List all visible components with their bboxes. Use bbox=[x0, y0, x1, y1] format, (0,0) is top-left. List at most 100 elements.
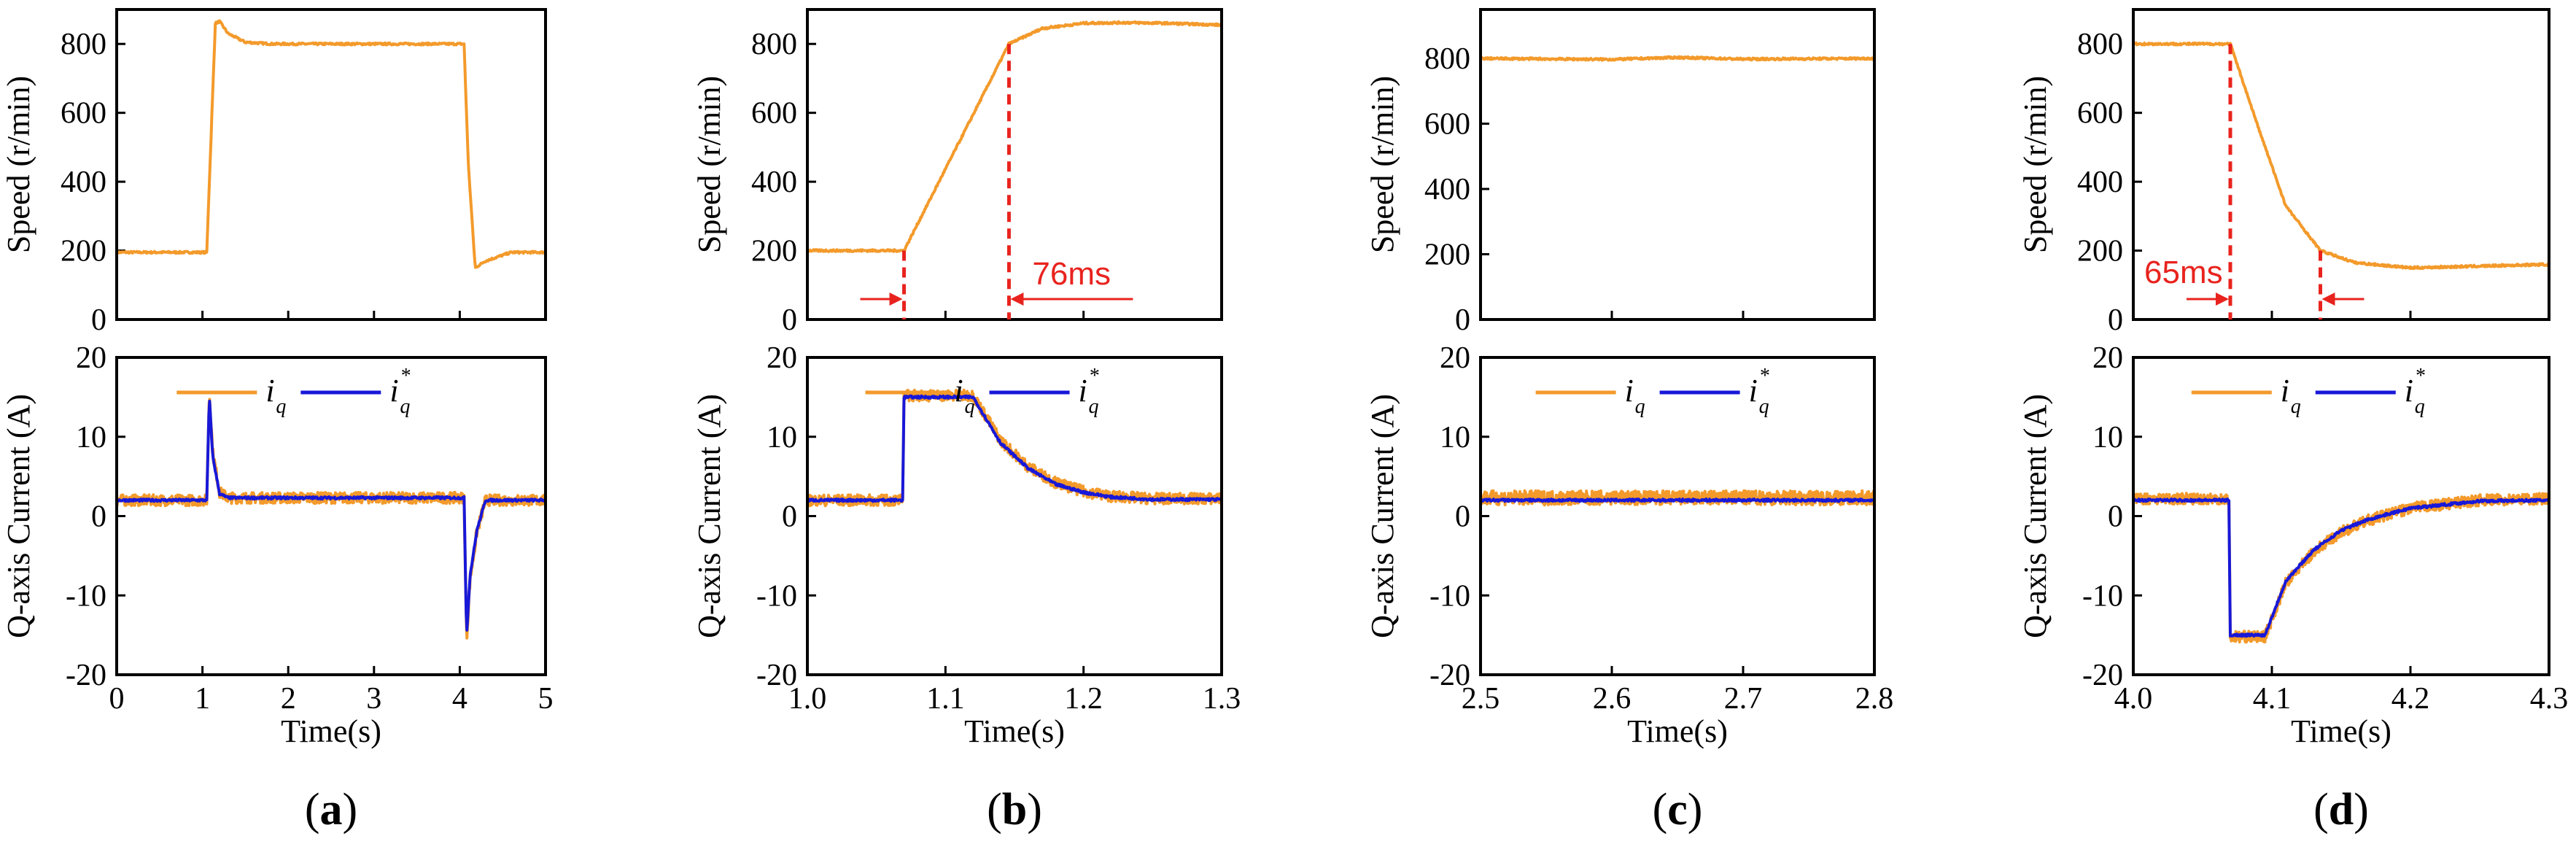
series-line-speed bbox=[2135, 41, 2548, 271]
y-tick-label: -10 bbox=[756, 579, 797, 613]
panel-label-part: d bbox=[2329, 785, 2354, 834]
y-tick-label: -10 bbox=[66, 579, 106, 613]
x-tick-label: 0 bbox=[109, 682, 125, 716]
x-tick-label: 4.0 bbox=[2114, 682, 2153, 716]
legend-label-iq-ref: i bbox=[1079, 373, 1087, 408]
y-tick-label: 200 bbox=[2077, 235, 2123, 268]
plot-frame bbox=[1479, 8, 1876, 321]
y-tick-label: 20 bbox=[2092, 341, 2123, 375]
y-axis-label: Q-axis Current (A) bbox=[691, 394, 727, 638]
x-tick-label: 1.0 bbox=[788, 682, 827, 716]
panel-label-part: c bbox=[1667, 785, 1688, 834]
legend-sub-iq-ref: q bbox=[2415, 395, 2425, 418]
timing-annotation-label: 65ms bbox=[2144, 255, 2223, 290]
chart-a-speed: 0 200 400 600 800 Speed (r/min) bbox=[1, 8, 547, 337]
panel-label-b: (b) bbox=[987, 785, 1042, 834]
legend-sub-iq-ref: q bbox=[1089, 395, 1099, 418]
panel-label-part: ( bbox=[305, 785, 320, 834]
legend-sub-iq-ref: q bbox=[1759, 395, 1769, 418]
y-tick-label: -20 bbox=[756, 659, 797, 692]
legend-label-iq-ref: i bbox=[2405, 373, 2413, 408]
y-tick-label: 0 bbox=[2108, 500, 2123, 534]
chart-b-speed: 0 200 400 600 800 Speed (r/min) 76ms bbox=[691, 8, 1223, 337]
x-tick-label: 2.6 bbox=[1593, 682, 1632, 716]
legend-sub-iq: q bbox=[965, 395, 975, 418]
panel-label-d: (d) bbox=[2313, 785, 2369, 834]
legend-label-iq-ref: i bbox=[389, 373, 398, 408]
legend-sup-iq-ref: * bbox=[400, 365, 410, 387]
y-tick-label: 0 bbox=[1455, 500, 1470, 534]
timing-arrow-left-head bbox=[2216, 293, 2229, 306]
chart-a-current: -20 -10 0 10 20 0 1 2 3 4 5 Q-axis Current (A) Time(… bbox=[1, 341, 554, 749]
legend-label-iq: i bbox=[1625, 373, 1634, 408]
y-tick-label: -20 bbox=[1429, 659, 1470, 692]
y-tick-label: 200 bbox=[61, 235, 106, 268]
x-tick-label: 4.3 bbox=[2530, 682, 2569, 716]
chart-b-current: -20 -10 0 10 20 1.0 1.1 1.2 1.3 Q-axis Current (A… bbox=[691, 341, 1241, 749]
y-tick-label: 200 bbox=[1424, 239, 1470, 272]
plot-frame bbox=[806, 8, 1223, 321]
x-tick-label: 3 bbox=[366, 682, 381, 716]
legend-sup-iq-ref: * bbox=[2415, 365, 2425, 387]
y-tick-label: 20 bbox=[1440, 341, 1470, 375]
plot-frame bbox=[806, 356, 1223, 676]
y-tick-label: 800 bbox=[1424, 42, 1470, 76]
x-tick-label: 2.5 bbox=[1462, 682, 1500, 716]
timing-arrow-left-head bbox=[889, 293, 903, 306]
y-tick-label: 0 bbox=[91, 303, 106, 337]
chart-d-speed: 0 200 400 600 800 Speed (r/min) 65ms bbox=[2017, 8, 2550, 337]
y-tick-label: 600 bbox=[751, 97, 797, 131]
x-tick-label: 4.2 bbox=[2391, 682, 2430, 716]
y-axis-label: Q-axis Current (A) bbox=[1365, 394, 1400, 638]
y-tick-label: 0 bbox=[91, 500, 106, 534]
x-tick-label: 2.7 bbox=[1724, 682, 1763, 716]
chart-c-current: -20 -10 0 10 20 2.5 2.6 2.7 2.8 Q-axis Current (A… bbox=[1365, 341, 1893, 749]
chart-c-speed: 0 200 400 600 800 Speed (r/min) bbox=[1365, 8, 1876, 337]
legend-sub-iq-ref: q bbox=[400, 395, 410, 418]
series-line-iq-ref bbox=[1482, 497, 1873, 503]
y-tick-label: 10 bbox=[76, 421, 106, 454]
chart-d-current: -20 -10 0 10 20 4.0 4.1 4.2 4.3 Q-axis Current (A… bbox=[2017, 341, 2568, 749]
panel-label-part: ( bbox=[1653, 785, 1668, 834]
y-tick-label: 0 bbox=[782, 500, 797, 534]
legend-sub-iq: q bbox=[276, 395, 286, 418]
x-tick-label: 5 bbox=[538, 682, 554, 716]
x-tick-label: 4.1 bbox=[2253, 682, 2292, 716]
y-tick-label: 800 bbox=[751, 28, 797, 61]
y-tick-label: 10 bbox=[1440, 421, 1470, 454]
y-tick-label: -20 bbox=[66, 659, 106, 692]
y-tick-label: 20 bbox=[767, 341, 797, 375]
x-tick-label: 2 bbox=[281, 682, 296, 716]
legend-label-iq: i bbox=[265, 373, 274, 408]
panel-label-a: (a) bbox=[305, 785, 357, 834]
y-axis-label: Q-axis Current (A) bbox=[1, 394, 36, 638]
y-tick-label: 10 bbox=[2092, 421, 2123, 454]
x-axis-label: Time(s) bbox=[964, 713, 1065, 749]
plot-frame bbox=[2132, 356, 2550, 676]
panel-label-part: ) bbox=[1027, 785, 1042, 834]
legend-sub-iq: q bbox=[1635, 395, 1645, 418]
y-tick-label: 600 bbox=[1424, 108, 1470, 142]
legend-label-iq: i bbox=[955, 373, 963, 408]
y-axis-label: Speed (r/min) bbox=[2017, 76, 2053, 253]
y-axis-label: Speed (r/min) bbox=[1, 76, 36, 253]
plot-frame bbox=[115, 356, 547, 676]
y-tick-label: 600 bbox=[61, 97, 106, 131]
series-line-speed bbox=[118, 19, 544, 269]
panel-label-part: ) bbox=[1688, 785, 1703, 834]
legend-label-iq-ref: i bbox=[1749, 373, 1758, 408]
x-tick-label: 1.3 bbox=[1203, 682, 1241, 716]
y-tick-label: 200 bbox=[751, 235, 797, 268]
x-tick-label: 1.1 bbox=[926, 682, 965, 716]
series-line-speed bbox=[809, 20, 1220, 253]
y-tick-label: -10 bbox=[2082, 579, 2123, 613]
y-tick-label: 800 bbox=[2077, 28, 2123, 61]
series-line-iq-ref bbox=[118, 400, 544, 632]
y-tick-label: 0 bbox=[1455, 303, 1470, 337]
panel-label-part: ( bbox=[2313, 785, 2329, 834]
y-tick-label: 400 bbox=[1424, 173, 1470, 206]
panel-label: (c) bbox=[1653, 785, 1703, 834]
y-tick-label: 400 bbox=[61, 166, 106, 199]
y-tick-label: -20 bbox=[2082, 659, 2123, 692]
